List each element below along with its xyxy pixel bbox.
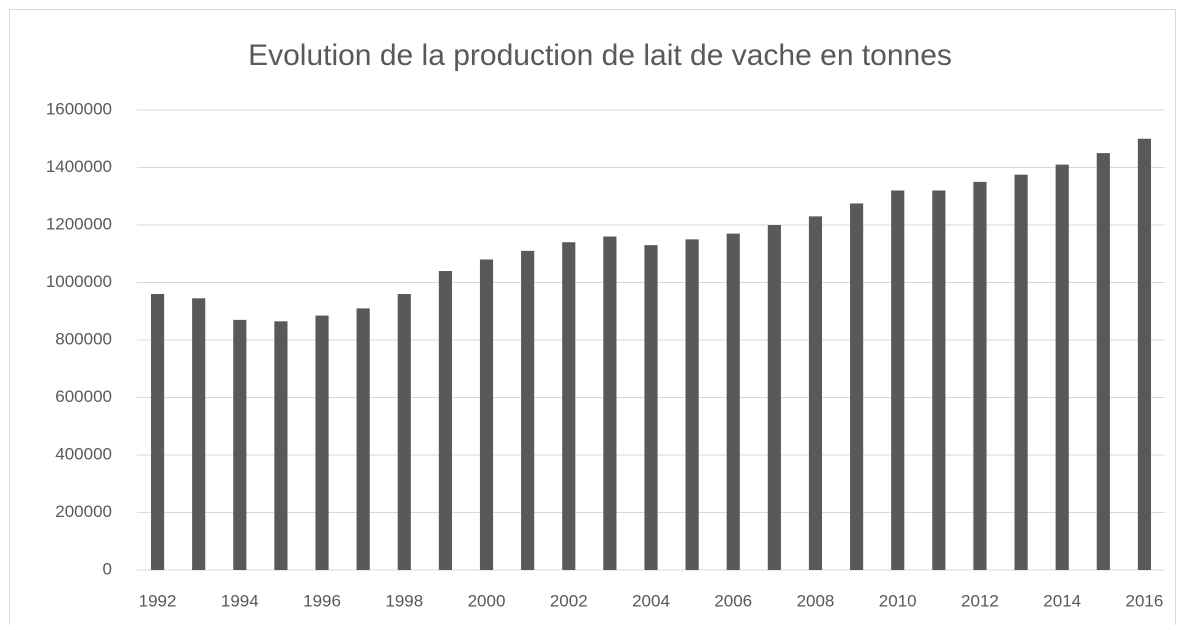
x-tick-label: 1994 bbox=[221, 591, 259, 610]
x-tick-label: 2010 bbox=[879, 591, 917, 610]
bar bbox=[767, 225, 781, 570]
x-tick-label: 1998 bbox=[385, 591, 423, 610]
bar bbox=[479, 259, 494, 570]
bar bbox=[233, 319, 247, 570]
y-tick-label: 1600000 bbox=[46, 99, 112, 118]
bar bbox=[562, 242, 576, 570]
x-tick-label: 2016 bbox=[1126, 591, 1164, 610]
bar bbox=[932, 190, 946, 570]
bar bbox=[644, 245, 658, 570]
x-tick-label: 2002 bbox=[550, 591, 588, 610]
y-tick-label: 1200000 bbox=[46, 214, 112, 233]
bar bbox=[150, 294, 165, 570]
bar bbox=[521, 250, 535, 570]
bar bbox=[850, 203, 864, 570]
bar bbox=[1137, 138, 1152, 570]
x-tick-label: 1992 bbox=[139, 591, 177, 610]
bar bbox=[603, 236, 617, 570]
x-tick-label: 2012 bbox=[961, 591, 999, 610]
bar bbox=[397, 294, 411, 570]
y-tick-label: 400000 bbox=[55, 444, 112, 463]
bar bbox=[356, 308, 370, 570]
bar bbox=[1014, 174, 1028, 570]
x-tick-label: 1996 bbox=[303, 591, 341, 610]
y-tick-label: 0 bbox=[103, 559, 112, 578]
bar bbox=[1055, 164, 1069, 570]
y-tick-label: 1000000 bbox=[46, 272, 112, 291]
bar bbox=[808, 216, 823, 570]
bar bbox=[438, 271, 452, 570]
chart-title: Evolution de la production de lait de va… bbox=[248, 39, 952, 72]
x-tick-label: 2014 bbox=[1043, 591, 1081, 610]
x-tick-label: 2004 bbox=[632, 591, 670, 610]
bar bbox=[685, 239, 699, 570]
y-tick-label: 800000 bbox=[55, 329, 112, 348]
y-tick-label: 200000 bbox=[55, 502, 112, 521]
x-tick-label: 2008 bbox=[797, 591, 835, 610]
x-tick-label: 2000 bbox=[468, 591, 506, 610]
y-tick-label: 600000 bbox=[55, 387, 112, 406]
y-tick-label: 1400000 bbox=[46, 157, 112, 176]
bar bbox=[726, 233, 740, 570]
x-tick-label: 2006 bbox=[714, 591, 752, 610]
bar bbox=[274, 321, 288, 570]
bar bbox=[1096, 153, 1110, 570]
bar bbox=[192, 298, 206, 570]
chart-border bbox=[9, 9, 1176, 630]
bar bbox=[973, 181, 987, 570]
bar bbox=[315, 315, 329, 570]
bar bbox=[891, 190, 905, 570]
